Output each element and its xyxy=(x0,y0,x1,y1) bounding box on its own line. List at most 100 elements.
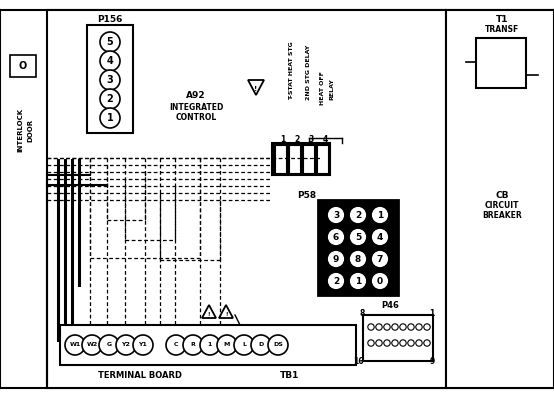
Circle shape xyxy=(384,324,390,330)
Bar xyxy=(272,143,330,175)
Circle shape xyxy=(376,340,382,346)
Text: 6: 6 xyxy=(333,233,339,241)
Text: D: D xyxy=(258,342,264,348)
Text: A92: A92 xyxy=(186,90,206,100)
Text: HEAT OFF: HEAT OFF xyxy=(321,71,326,105)
Text: M: M xyxy=(224,342,230,348)
Text: W2: W2 xyxy=(86,342,98,348)
Text: T-STAT HEAT STG: T-STAT HEAT STG xyxy=(290,41,295,100)
Circle shape xyxy=(100,70,120,90)
Circle shape xyxy=(100,108,120,128)
Text: 4: 4 xyxy=(322,135,327,143)
Circle shape xyxy=(100,32,120,52)
Text: TRANSF: TRANSF xyxy=(485,26,519,34)
Text: 9: 9 xyxy=(429,357,435,367)
Circle shape xyxy=(100,51,120,71)
Text: 2: 2 xyxy=(355,211,361,220)
Text: 4: 4 xyxy=(106,56,114,66)
Circle shape xyxy=(327,250,345,268)
Circle shape xyxy=(424,324,430,330)
Text: 7: 7 xyxy=(377,254,383,263)
Bar xyxy=(363,315,433,361)
Circle shape xyxy=(384,340,390,346)
Text: 2: 2 xyxy=(333,276,339,286)
Bar xyxy=(289,145,300,173)
Text: 8: 8 xyxy=(360,308,365,318)
Circle shape xyxy=(400,324,406,330)
Circle shape xyxy=(349,206,367,224)
Text: 16: 16 xyxy=(353,357,363,367)
Circle shape xyxy=(183,335,203,355)
Circle shape xyxy=(251,335,271,355)
Text: 2: 2 xyxy=(294,135,300,143)
Text: C: C xyxy=(174,342,178,348)
Circle shape xyxy=(371,228,389,246)
Text: DS: DS xyxy=(273,342,283,348)
Circle shape xyxy=(268,335,288,355)
Circle shape xyxy=(371,250,389,268)
Text: !: ! xyxy=(208,312,211,316)
Circle shape xyxy=(408,340,414,346)
Text: 1: 1 xyxy=(106,113,114,123)
Circle shape xyxy=(234,335,254,355)
Circle shape xyxy=(200,335,220,355)
Circle shape xyxy=(100,89,120,109)
Text: INTEGRATED: INTEGRATED xyxy=(169,102,223,111)
Circle shape xyxy=(368,340,374,346)
Circle shape xyxy=(371,272,389,290)
Text: CIRCUIT: CIRCUIT xyxy=(485,201,519,211)
Text: 1: 1 xyxy=(377,211,383,220)
Circle shape xyxy=(133,335,153,355)
Circle shape xyxy=(349,228,367,246)
Text: 3: 3 xyxy=(309,135,314,143)
Circle shape xyxy=(82,335,102,355)
Text: 0: 0 xyxy=(377,276,383,286)
Text: 1: 1 xyxy=(429,308,435,318)
Text: 8: 8 xyxy=(355,254,361,263)
Bar xyxy=(303,145,314,173)
Text: 1: 1 xyxy=(280,135,286,143)
Text: 3: 3 xyxy=(333,211,339,220)
Circle shape xyxy=(349,272,367,290)
Circle shape xyxy=(116,335,136,355)
Circle shape xyxy=(376,324,382,330)
Text: 2ND STG DELAY: 2ND STG DELAY xyxy=(305,45,310,100)
Circle shape xyxy=(424,340,430,346)
Text: 3: 3 xyxy=(106,75,114,85)
Circle shape xyxy=(368,324,374,330)
Bar xyxy=(275,145,286,173)
Bar xyxy=(317,145,328,173)
Text: T1: T1 xyxy=(496,15,508,24)
Bar xyxy=(318,200,398,295)
Text: BREAKER: BREAKER xyxy=(482,211,522,220)
Text: W1: W1 xyxy=(69,342,81,348)
Text: 1: 1 xyxy=(355,276,361,286)
Text: G: G xyxy=(106,342,111,348)
Bar xyxy=(87,25,133,133)
Text: CB: CB xyxy=(495,190,509,199)
Text: 5: 5 xyxy=(355,233,361,241)
Text: Y2: Y2 xyxy=(121,342,130,348)
Text: 2: 2 xyxy=(106,94,114,104)
Text: TB1: TB1 xyxy=(280,371,300,380)
Text: R: R xyxy=(191,342,196,348)
Text: Y1: Y1 xyxy=(138,342,147,348)
Circle shape xyxy=(349,250,367,268)
Text: 4: 4 xyxy=(377,233,383,241)
Circle shape xyxy=(392,340,398,346)
Circle shape xyxy=(99,335,119,355)
Text: !: ! xyxy=(254,86,258,92)
Circle shape xyxy=(392,324,398,330)
Text: CONTROL: CONTROL xyxy=(176,113,217,122)
Bar xyxy=(476,38,526,88)
Bar xyxy=(446,10,554,388)
Text: P46: P46 xyxy=(381,301,399,310)
Text: L: L xyxy=(242,342,246,348)
Text: 5: 5 xyxy=(106,37,114,47)
Text: O: O xyxy=(19,61,27,71)
Text: 9: 9 xyxy=(333,254,339,263)
Bar xyxy=(60,325,356,365)
Circle shape xyxy=(416,340,422,346)
Text: TERMINAL BOARD: TERMINAL BOARD xyxy=(98,371,182,380)
Circle shape xyxy=(408,324,414,330)
